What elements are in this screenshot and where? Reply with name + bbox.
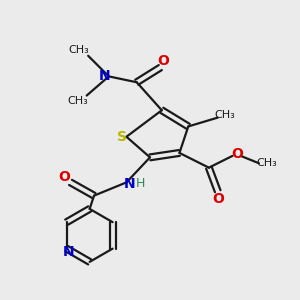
Text: CH₃: CH₃ [67,96,88,106]
Text: N: N [124,177,136,191]
Text: O: O [231,147,243,161]
Text: N: N [62,244,74,259]
Text: N: N [98,69,110,83]
Text: CH₃: CH₃ [68,45,89,55]
Text: O: O [58,170,70,184]
Text: H: H [136,177,145,190]
Text: O: O [212,193,224,206]
Text: O: O [157,54,169,68]
Text: S: S [117,130,127,144]
Text: CH₃: CH₃ [215,110,236,120]
Text: CH₃: CH₃ [257,158,278,168]
